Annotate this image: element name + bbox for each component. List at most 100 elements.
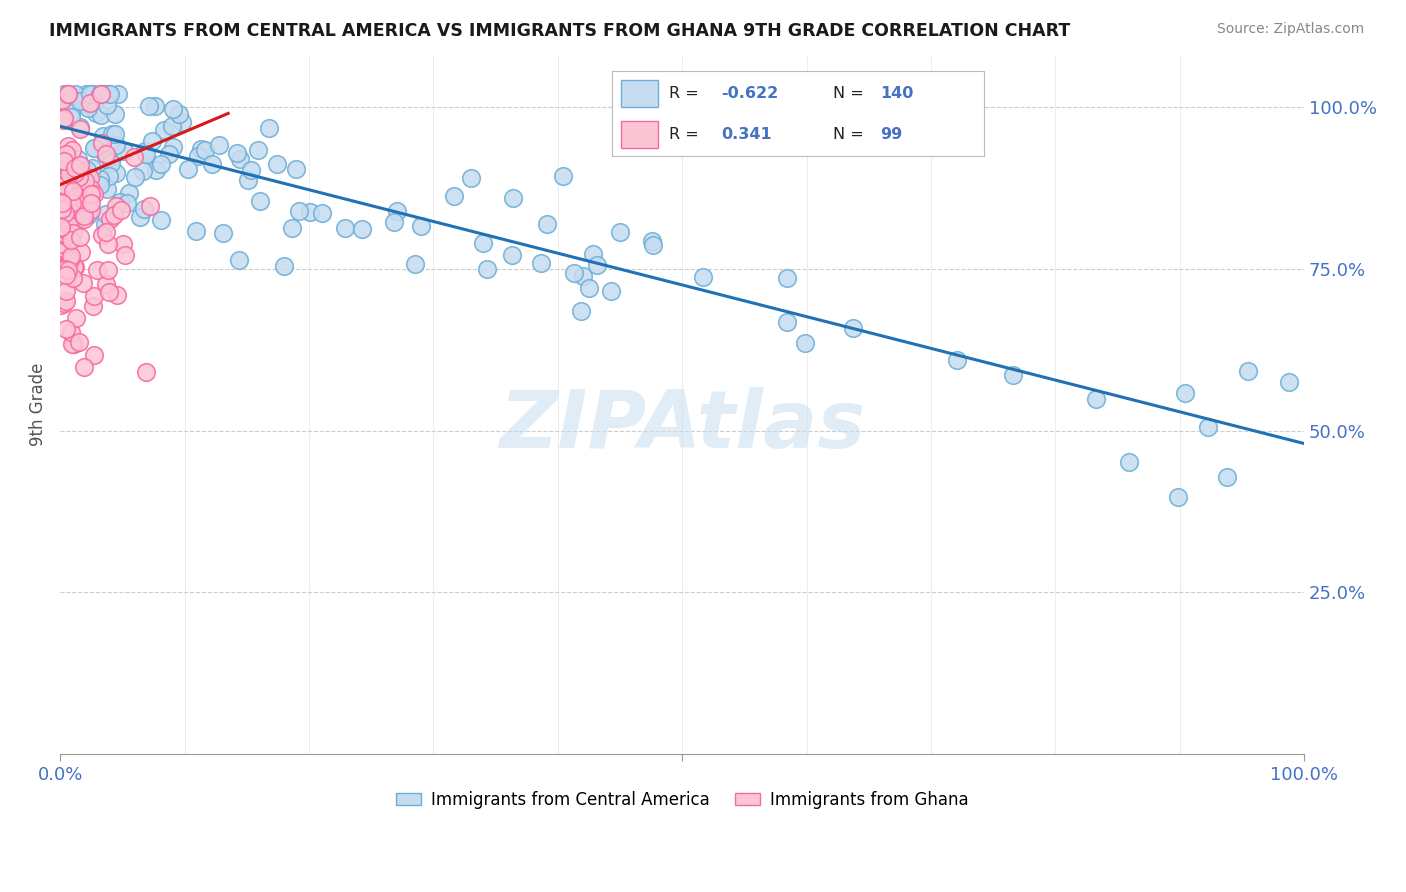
Point [212, 226, 235, 240]
Point [53, 87, 76, 101]
Point [58, 87, 80, 101]
Point [1002, 368, 1025, 383]
Text: Source: ZipAtlas.com: Source: ZipAtlas.com [1216, 22, 1364, 37]
Point [104, 107, 127, 121]
Point [90, 87, 112, 101]
Point [132, 202, 155, 216]
Point [139, 199, 162, 213]
Point [62, 211, 84, 226]
Point [83, 348, 105, 362]
Point [150, 213, 173, 227]
Point [51, 208, 73, 222]
Point [89, 178, 111, 192]
Point [82, 87, 104, 101]
Point [51, 242, 73, 256]
Point [65, 161, 87, 176]
Point [73, 174, 96, 188]
Point [129, 211, 152, 225]
Y-axis label: 9th Grade: 9th Grade [30, 363, 46, 446]
Point [62, 184, 84, 198]
Point [59, 253, 82, 268]
Point [65, 310, 87, 325]
Point [135, 365, 157, 379]
Point [67, 152, 90, 166]
Point [58, 219, 80, 233]
Point [134, 145, 156, 159]
Point [62, 260, 84, 274]
Point [145, 163, 167, 178]
Point [238, 173, 260, 187]
Point [69, 122, 91, 136]
Point [562, 266, 585, 280]
Point [91, 228, 114, 243]
Point [52, 111, 75, 125]
Point [59, 105, 82, 120]
Point [79, 171, 101, 186]
Point [80, 181, 103, 195]
Point [1118, 455, 1140, 469]
Point [249, 194, 271, 208]
Point [112, 145, 135, 159]
Point [177, 161, 200, 176]
Point [228, 253, 250, 268]
Point [578, 281, 600, 295]
Point [117, 196, 139, 211]
Point [96, 225, 118, 239]
Text: ZIPAtlas: ZIPAtlas [499, 386, 865, 465]
Point [460, 170, 482, 185]
Point [52, 157, 75, 171]
Point [62, 216, 84, 230]
Point [60, 110, 83, 124]
Text: R =: R = [669, 127, 710, 142]
Point [53, 153, 76, 168]
Point [104, 166, 127, 180]
Point [160, 119, 183, 133]
Point [53, 260, 76, 274]
Point [59, 249, 82, 263]
Point [572, 268, 595, 283]
Point [67, 334, 90, 349]
Point [94, 87, 117, 101]
Point [83, 94, 105, 108]
Point [72, 209, 94, 223]
Point [69, 95, 91, 109]
Point [101, 127, 124, 141]
Point [239, 163, 262, 178]
Point [285, 161, 308, 176]
Point [55, 177, 77, 191]
Point [352, 222, 374, 236]
Point [77, 208, 100, 222]
Point [75, 198, 97, 212]
Point [63, 336, 86, 351]
Point [643, 238, 665, 252]
Point [73, 359, 96, 374]
Point [67, 169, 90, 184]
Point [266, 157, 288, 171]
Point [69, 120, 91, 135]
Point [776, 315, 799, 329]
Point [97, 169, 120, 183]
Point [333, 221, 356, 235]
Point [93, 217, 115, 231]
Point [246, 143, 269, 157]
Point [80, 202, 103, 217]
Point [124, 169, 146, 184]
Point [55, 321, 77, 335]
Point [98, 212, 121, 227]
Point [53, 186, 76, 200]
FancyBboxPatch shape [621, 80, 658, 107]
Point [502, 191, 524, 205]
Text: IMMIGRANTS FROM CENTRAL AMERICA VS IMMIGRANTS FROM GHANA 9TH GRADE CORRELATION C: IMMIGRANTS FROM CENTRAL AMERICA VS IMMIG… [49, 22, 1070, 40]
FancyBboxPatch shape [621, 120, 658, 147]
Point [194, 143, 217, 157]
Point [96, 147, 118, 161]
Point [69, 229, 91, 244]
Point [1167, 491, 1189, 505]
Point [55, 229, 77, 244]
Point [56, 250, 79, 264]
Point [62, 189, 84, 203]
Point [98, 87, 121, 101]
Point [141, 134, 163, 148]
Point [257, 120, 280, 135]
Point [75, 87, 97, 101]
